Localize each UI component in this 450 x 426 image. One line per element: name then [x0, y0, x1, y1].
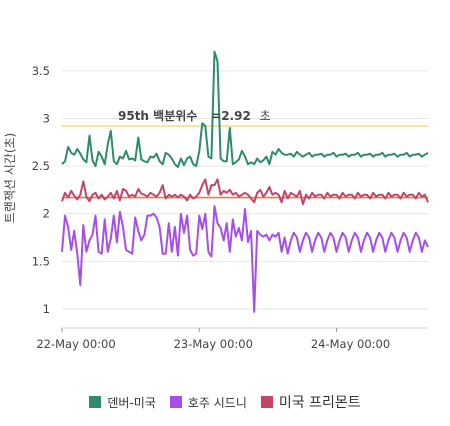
legend-swatch: [169, 396, 182, 408]
legend-label: 미국 프리몬트: [278, 395, 361, 411]
legend: 덴버-미국 호주 시드니 미국 프리몬트: [0, 392, 450, 412]
x-tick-label: 24-May 00:00: [311, 337, 390, 351]
legend-label: 호주 시드니: [187, 395, 247, 410]
series-lines: [61, 50, 429, 313]
y-tick-label: 3.5: [32, 64, 50, 78]
y-axis-label: 트랜잭션 시간(초): [3, 133, 17, 223]
series-line-3: [61, 178, 429, 206]
legend-swatch: [260, 396, 273, 408]
legend-swatch: [89, 396, 102, 408]
y-tick-label: 3: [43, 111, 50, 125]
legend-label: 덴버-미국: [107, 395, 156, 410]
x-tick-label: 22-May 00:00: [36, 337, 115, 351]
y-tick-label: 1: [43, 302, 50, 316]
percentile-label: 95th 백분위수: [118, 108, 197, 123]
reference-lines: [62, 125, 428, 199]
x-tick-label: 23-May 00:00: [174, 337, 253, 351]
series-line-1: [61, 50, 429, 168]
percentile-unit: 초: [260, 109, 271, 123]
legend-item[interactable]: 호주 시드니: [169, 394, 247, 411]
y-tick-label: 1.5: [32, 254, 50, 268]
y-tick-label: 2.5: [32, 159, 50, 173]
legend-item[interactable]: 덴버-미국: [89, 394, 156, 411]
series-line-2: [61, 205, 429, 313]
y-axis: 1 1.5 2 2.5 3 3.5: [32, 64, 50, 316]
percentile-value: =2.92: [211, 109, 251, 123]
y-tick-label: 2: [43, 207, 50, 221]
x-axis: 22-May 00:00 23-May 00:00 24-May 00:00: [36, 327, 428, 351]
chart-plot: 1 1.5 2 2.5 3 3.5 22-May 00:00 23-May 00:00 24-…: [3, 50, 429, 351]
percentile-annotation: 95th 백분위수 =2.92 초: [118, 108, 271, 123]
legend-item[interactable]: 미국 프리몬트: [260, 392, 361, 412]
